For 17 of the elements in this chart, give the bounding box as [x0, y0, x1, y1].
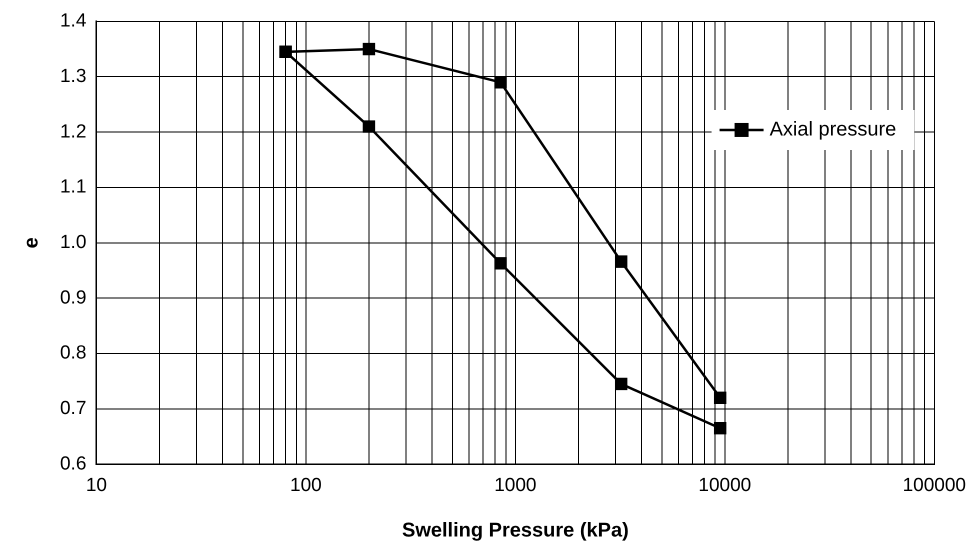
legend-label: Axial pressure [770, 118, 896, 140]
y-axis-title: e [20, 237, 43, 248]
y-tick-label: 1.4 [60, 10, 87, 32]
x-tick-label: 1000 [494, 474, 536, 496]
x-tick-label: 10000 [698, 474, 752, 496]
y-tick-label: 0.7 [60, 398, 86, 420]
x-tick-label: 100 [290, 474, 322, 496]
y-tick-label: 1.3 [60, 66, 86, 87]
y-tick-label: 0.8 [60, 342, 86, 364]
x-tick-label: 100000 [902, 474, 966, 496]
x-tick-label: 10 [86, 474, 107, 496]
y-tick-label: 0.6 [60, 453, 86, 474]
x-axis-title: Swelling Pressure (kPa) [402, 520, 629, 542]
y-tick-label: 1.2 [60, 121, 86, 142]
y-tick-label: 0.9 [60, 287, 86, 308]
y-tick-label: 1.1 [60, 176, 86, 198]
y-tick-label: 1.0 [60, 232, 86, 254]
